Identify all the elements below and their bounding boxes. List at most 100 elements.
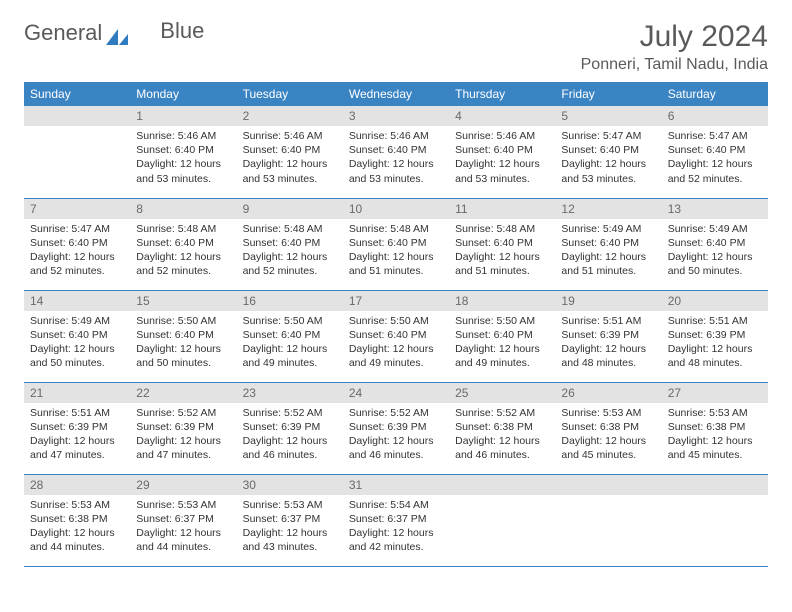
sunset-line: Sunset: 6:39 PM (136, 420, 230, 434)
calendar-cell: 4Sunrise: 5:46 AMSunset: 6:40 PMDaylight… (449, 106, 555, 198)
daylight-line: Daylight: 12 hours and 51 minutes. (455, 250, 549, 278)
day-body (449, 495, 555, 501)
sunrise-line: Sunrise: 5:48 AM (243, 222, 337, 236)
day-number: 22 (130, 383, 236, 403)
day-number: 15 (130, 291, 236, 311)
day-number: 20 (662, 291, 768, 311)
day-number: 27 (662, 383, 768, 403)
sunset-line: Sunset: 6:40 PM (668, 143, 762, 157)
sunset-line: Sunset: 6:40 PM (30, 236, 124, 250)
day-body: Sunrise: 5:50 AMSunset: 6:40 PMDaylight:… (343, 311, 449, 374)
daylight-line: Daylight: 12 hours and 46 minutes. (243, 434, 337, 462)
daylight-line: Daylight: 12 hours and 46 minutes. (455, 434, 549, 462)
header: General Blue July 2024 Ponneri, Tamil Na… (24, 20, 768, 74)
calendar-cell (662, 474, 768, 566)
sunrise-line: Sunrise: 5:51 AM (668, 314, 762, 328)
daylight-line: Daylight: 12 hours and 53 minutes. (561, 157, 655, 185)
calendar-cell: 23Sunrise: 5:52 AMSunset: 6:39 PMDayligh… (237, 382, 343, 474)
day-number: 14 (24, 291, 130, 311)
sunset-line: Sunset: 6:40 PM (455, 328, 549, 342)
sunset-line: Sunset: 6:38 PM (668, 420, 762, 434)
weekday-header-row: Sunday Monday Tuesday Wednesday Thursday… (24, 82, 768, 106)
sunrise-line: Sunrise: 5:49 AM (561, 222, 655, 236)
daylight-line: Daylight: 12 hours and 50 minutes. (30, 342, 124, 370)
day-number: 9 (237, 199, 343, 219)
sunrise-line: Sunrise: 5:52 AM (136, 406, 230, 420)
calendar-cell: 11Sunrise: 5:48 AMSunset: 6:40 PMDayligh… (449, 198, 555, 290)
sunrise-line: Sunrise: 5:48 AM (136, 222, 230, 236)
daylight-line: Daylight: 12 hours and 44 minutes. (136, 526, 230, 554)
calendar-row: 1Sunrise: 5:46 AMSunset: 6:40 PMDaylight… (24, 106, 768, 198)
daylight-line: Daylight: 12 hours and 49 minutes. (455, 342, 549, 370)
sunset-line: Sunset: 6:40 PM (243, 328, 337, 342)
calendar-cell: 1Sunrise: 5:46 AMSunset: 6:40 PMDaylight… (130, 106, 236, 198)
day-body: Sunrise: 5:51 AMSunset: 6:39 PMDaylight:… (555, 311, 661, 374)
day-body: Sunrise: 5:53 AMSunset: 6:38 PMDaylight:… (24, 495, 130, 558)
sunset-line: Sunset: 6:40 PM (561, 143, 655, 157)
calendar-cell: 2Sunrise: 5:46 AMSunset: 6:40 PMDaylight… (237, 106, 343, 198)
sunrise-line: Sunrise: 5:46 AM (243, 129, 337, 143)
day-body: Sunrise: 5:46 AMSunset: 6:40 PMDaylight:… (237, 126, 343, 189)
calendar-cell: 25Sunrise: 5:52 AMSunset: 6:38 PMDayligh… (449, 382, 555, 474)
calendar-cell: 17Sunrise: 5:50 AMSunset: 6:40 PMDayligh… (343, 290, 449, 382)
sunrise-line: Sunrise: 5:49 AM (668, 222, 762, 236)
calendar-cell: 5Sunrise: 5:47 AMSunset: 6:40 PMDaylight… (555, 106, 661, 198)
day-body: Sunrise: 5:53 AMSunset: 6:37 PMDaylight:… (130, 495, 236, 558)
sunrise-line: Sunrise: 5:46 AM (455, 129, 549, 143)
weekday-header: Monday (130, 82, 236, 106)
calendar-cell: 21Sunrise: 5:51 AMSunset: 6:39 PMDayligh… (24, 382, 130, 474)
day-body: Sunrise: 5:49 AMSunset: 6:40 PMDaylight:… (555, 219, 661, 282)
sunset-line: Sunset: 6:39 PM (668, 328, 762, 342)
calendar-cell: 20Sunrise: 5:51 AMSunset: 6:39 PMDayligh… (662, 290, 768, 382)
day-number (449, 475, 555, 495)
calendar-cell: 16Sunrise: 5:50 AMSunset: 6:40 PMDayligh… (237, 290, 343, 382)
daylight-line: Daylight: 12 hours and 53 minutes. (349, 157, 443, 185)
sunset-line: Sunset: 6:39 PM (30, 420, 124, 434)
calendar-cell: 9Sunrise: 5:48 AMSunset: 6:40 PMDaylight… (237, 198, 343, 290)
daylight-line: Daylight: 12 hours and 53 minutes. (243, 157, 337, 185)
title-block: July 2024 Ponneri, Tamil Nadu, India (581, 20, 768, 74)
daylight-line: Daylight: 12 hours and 47 minutes. (136, 434, 230, 462)
weekday-header: Saturday (662, 82, 768, 106)
day-body: Sunrise: 5:50 AMSunset: 6:40 PMDaylight:… (237, 311, 343, 374)
calendar-body: 1Sunrise: 5:46 AMSunset: 6:40 PMDaylight… (24, 106, 768, 566)
calendar-cell: 24Sunrise: 5:52 AMSunset: 6:39 PMDayligh… (343, 382, 449, 474)
sunrise-line: Sunrise: 5:54 AM (349, 498, 443, 512)
daylight-line: Daylight: 12 hours and 49 minutes. (349, 342, 443, 370)
sunrise-line: Sunrise: 5:53 AM (30, 498, 124, 512)
day-number: 18 (449, 291, 555, 311)
weekday-header: Wednesday (343, 82, 449, 106)
sunset-line: Sunset: 6:39 PM (349, 420, 443, 434)
day-number: 12 (555, 199, 661, 219)
day-number: 8 (130, 199, 236, 219)
day-body: Sunrise: 5:49 AMSunset: 6:40 PMDaylight:… (662, 219, 768, 282)
calendar-cell: 18Sunrise: 5:50 AMSunset: 6:40 PMDayligh… (449, 290, 555, 382)
day-number: 5 (555, 106, 661, 126)
sunset-line: Sunset: 6:38 PM (561, 420, 655, 434)
day-number: 25 (449, 383, 555, 403)
sunset-line: Sunset: 6:40 PM (136, 328, 230, 342)
daylight-line: Daylight: 12 hours and 53 minutes. (136, 157, 230, 185)
calendar-cell: 7Sunrise: 5:47 AMSunset: 6:40 PMDaylight… (24, 198, 130, 290)
day-body: Sunrise: 5:46 AMSunset: 6:40 PMDaylight:… (449, 126, 555, 189)
day-body (662, 495, 768, 501)
day-number: 29 (130, 475, 236, 495)
calendar-cell: 31Sunrise: 5:54 AMSunset: 6:37 PMDayligh… (343, 474, 449, 566)
calendar-cell: 28Sunrise: 5:53 AMSunset: 6:38 PMDayligh… (24, 474, 130, 566)
sunrise-line: Sunrise: 5:47 AM (30, 222, 124, 236)
day-number: 1 (130, 106, 236, 126)
sunrise-line: Sunrise: 5:53 AM (136, 498, 230, 512)
sunset-line: Sunset: 6:39 PM (243, 420, 337, 434)
day-number: 26 (555, 383, 661, 403)
calendar-cell: 6Sunrise: 5:47 AMSunset: 6:40 PMDaylight… (662, 106, 768, 198)
sunrise-line: Sunrise: 5:52 AM (243, 406, 337, 420)
sunrise-line: Sunrise: 5:52 AM (349, 406, 443, 420)
logo-sail-icon (106, 25, 128, 41)
sunset-line: Sunset: 6:40 PM (243, 143, 337, 157)
sunrise-line: Sunrise: 5:50 AM (243, 314, 337, 328)
weekday-header: Tuesday (237, 82, 343, 106)
daylight-line: Daylight: 12 hours and 52 minutes. (136, 250, 230, 278)
day-body: Sunrise: 5:47 AMSunset: 6:40 PMDaylight:… (555, 126, 661, 189)
day-body: Sunrise: 5:46 AMSunset: 6:40 PMDaylight:… (343, 126, 449, 189)
sunrise-line: Sunrise: 5:47 AM (561, 129, 655, 143)
